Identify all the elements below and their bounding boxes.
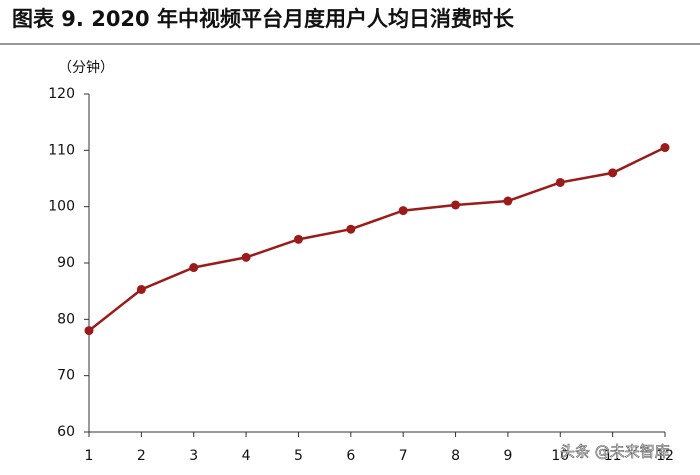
watermark: 头条 @未来智库 [560,443,670,461]
y-tick-label: 60 [57,424,75,440]
x-tick-label: 9 [503,448,512,464]
data-point [608,168,618,178]
y-tick-label: 100 [48,199,75,215]
x-tick-label: 7 [399,448,408,464]
data-point [136,284,146,294]
data-point [293,234,303,244]
x-tick-label: 6 [346,448,355,464]
data-point [241,252,251,262]
y-tick-label: 90 [57,255,75,271]
x-tick-label: 1 [85,448,94,464]
data-point [189,263,199,273]
data-point [660,143,670,153]
data-point [346,224,356,234]
x-tick-label: 11 [604,448,622,464]
x-tick-label: 12 [656,448,674,464]
x-tick-label: 10 [551,448,569,464]
data-point [555,177,565,187]
data-point [451,200,461,210]
y-tick-label: 120 [48,86,75,102]
x-tick-label: 8 [451,448,460,464]
x-tick-label: 4 [242,448,251,464]
data-point [503,196,513,206]
data-point [398,206,408,216]
x-tick-label: 2 [137,448,146,464]
y-tick-label: 70 [57,368,75,384]
chart-title: 图表 9. 2020 年中视频平台月度用户人均日消费时长 [12,7,515,31]
x-tick-label: 5 [294,448,303,464]
y-axis-label: （分钟） [58,59,114,76]
series-line [88,146,666,332]
data-point [84,326,94,336]
y-tick-label: 110 [48,142,75,158]
x-tick-label: 3 [189,448,198,464]
y-tick-label: 80 [57,311,75,327]
